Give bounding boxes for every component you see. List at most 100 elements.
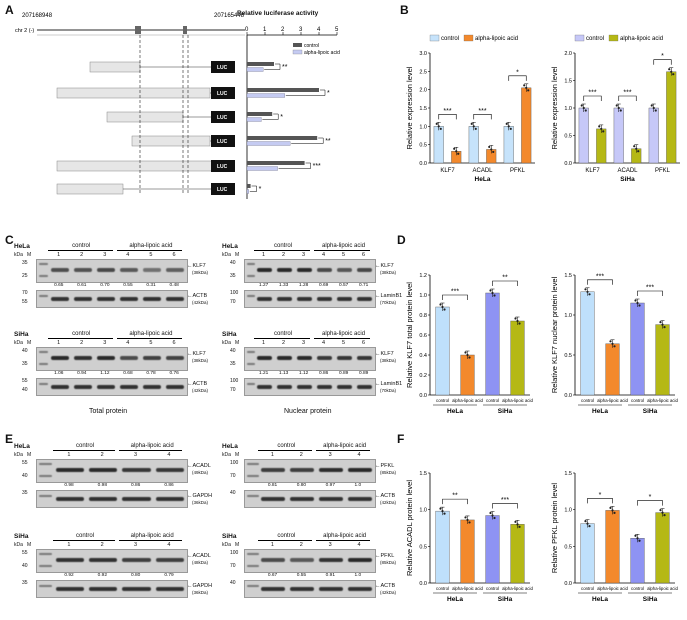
marker-band (39, 475, 53, 477)
densitometry-value: 0.68 (123, 371, 133, 376)
legend-swatch-control (574, 34, 585, 42)
significance-label: *** (596, 273, 604, 280)
data-point (672, 73, 675, 76)
data-point (615, 104, 618, 107)
lane-number: 2 (100, 452, 104, 458)
densitometry-value: 0.86 (164, 483, 174, 488)
bar (433, 126, 444, 164)
reference-protein-kda: (70kDa) (380, 388, 397, 393)
data-point (617, 106, 620, 110)
significance-label: *** (501, 497, 509, 504)
promoter-fragment (56, 87, 211, 99)
legend-label-control: control (304, 43, 319, 49)
reference-band (257, 385, 272, 389)
reference-band (155, 587, 184, 591)
data-point (468, 356, 471, 359)
group-label: SiHa (498, 408, 513, 415)
bar-control (247, 62, 274, 66)
sig-bracket (618, 95, 637, 101)
lane-number: 1 (57, 340, 61, 346)
densitometry-value: 0.55 (296, 573, 307, 578)
target-blot-image (36, 347, 188, 371)
y-tick-label: 1.5 (564, 471, 572, 477)
category-label: ACADL (472, 168, 493, 174)
significance-label: * (649, 494, 652, 501)
lane-number: 2 (282, 340, 286, 346)
x-tick-label: control (436, 398, 449, 403)
protein-band (337, 356, 352, 360)
bar (435, 306, 450, 396)
kda-label: kDa (14, 340, 23, 346)
marker-band (247, 263, 255, 265)
mw-marker: 40 (22, 348, 28, 354)
data-point (472, 125, 475, 128)
x-tick-label: control (631, 586, 644, 591)
lane-number: 4 (167, 542, 171, 548)
promoter-fragment (106, 111, 184, 123)
bar-treat (246, 189, 249, 194)
reference-band (55, 497, 84, 501)
reference-band (277, 297, 292, 301)
marker-lane-label: M (235, 542, 240, 548)
reference-protein-label: ←LaminB1 (375, 293, 403, 299)
densitometry-value: 0.71 (359, 283, 369, 288)
protein-band (55, 468, 84, 472)
lane-number: 3 (134, 542, 138, 548)
reference-band (319, 497, 344, 501)
lane-number: 4 (126, 340, 130, 346)
reference-protein-kda: (36kDa) (192, 500, 209, 505)
y-tick-label: 0.0 (419, 393, 427, 399)
sig-bracket (583, 95, 602, 101)
mw-marker: 70 (22, 290, 28, 296)
kda-label: kDa (14, 542, 23, 548)
y-tick-label: 1.5 (419, 106, 427, 112)
significance-label: * (599, 492, 602, 499)
y-tick-label: 0.6 (419, 333, 427, 339)
significance-label: * (280, 114, 283, 121)
bar-treat (246, 141, 291, 146)
significance-label: * (327, 90, 330, 97)
kda-label: kDa (14, 252, 23, 258)
data-point (580, 104, 583, 107)
reference-band (142, 297, 161, 301)
target-protein-label: ←KLF7 (187, 263, 206, 269)
data-point (443, 308, 446, 311)
lane-number: 5 (342, 252, 346, 258)
data-point (441, 305, 444, 309)
expression-charts: 0.0 0.5 1.0 1.5 2.0 2.5 3.0 Relative expression… (405, 34, 680, 183)
group-label: HeLa (592, 408, 608, 415)
data-point (488, 145, 491, 149)
data-point (516, 523, 519, 526)
sig-bracket (508, 75, 527, 81)
reference-band (55, 587, 84, 591)
protein-band (73, 356, 92, 360)
data-point (637, 150, 640, 153)
mw-marker: 40 (230, 260, 236, 266)
bar (578, 107, 589, 164)
x-tick-label: 1 (263, 27, 267, 33)
reference-band (261, 587, 286, 591)
data-point (586, 290, 589, 293)
lane-number: 4 (167, 452, 171, 458)
reference-band (337, 385, 352, 389)
protein-band (89, 558, 118, 562)
data-point (492, 150, 495, 154)
protein-band (348, 558, 372, 562)
data-point (516, 319, 519, 323)
reference-band (155, 497, 184, 501)
reference-protein-kda: (70kDa) (380, 300, 397, 305)
target-blot-image (36, 549, 188, 573)
bar-treat (246, 67, 264, 72)
luc-box (211, 183, 235, 195)
x-tick-label: alpha-lipoic acid (502, 586, 533, 591)
y-tick-label: 1.5 (564, 79, 572, 85)
protein-band (165, 356, 184, 360)
lane-number: 2 (299, 452, 303, 458)
bar-control (247, 88, 319, 92)
data-point (525, 86, 528, 89)
reference-band (290, 497, 315, 501)
reference-band (89, 497, 118, 501)
data-point (464, 351, 467, 354)
treatment-group-label: alpha-lipoic acid (130, 443, 174, 449)
